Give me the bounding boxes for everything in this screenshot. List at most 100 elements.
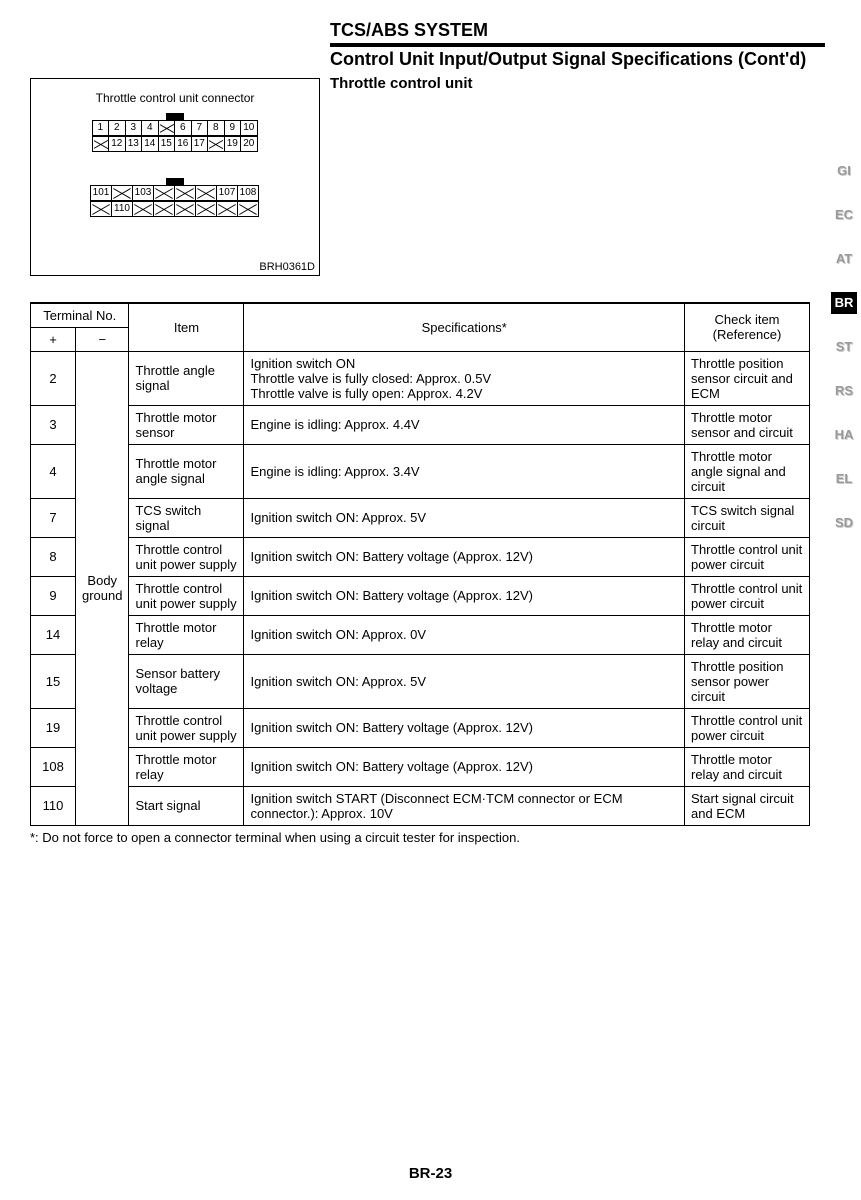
th-spec: Specifications* — [244, 303, 685, 352]
page-number: BR-23 — [0, 1165, 861, 1182]
section-tab-gi[interactable]: GI — [831, 160, 857, 182]
table-cell-item: TCS switch signal — [129, 498, 244, 537]
table-cell-item: Throttle control unit power supply — [129, 576, 244, 615]
connector-pin — [207, 136, 225, 152]
connector-pin: 20 — [240, 136, 258, 152]
connector-block-2: 101103107108110 — [91, 178, 259, 217]
table-cell-spec: Ignition switch ON: Approx. 5V — [244, 498, 685, 537]
connector-pin: 10 — [240, 120, 258, 136]
connector-pin: 108 — [237, 185, 259, 201]
connector-pin — [237, 201, 259, 217]
connector-pin — [195, 201, 217, 217]
section-title: Control Unit Input/Output Signal Specifi… — [330, 45, 825, 71]
connector-pin: 8 — [207, 120, 225, 136]
section-tab-at[interactable]: AT — [831, 248, 857, 270]
connector-pin: 3 — [125, 120, 143, 136]
table-cell-terminal-plus: 14 — [31, 615, 76, 654]
connector-pin: 101 — [90, 185, 112, 201]
th-terminal: Terminal No. — [31, 303, 129, 328]
connector-pin: 13 — [125, 136, 143, 152]
table-cell-check: Throttle position sensor circuit and ECM — [685, 351, 810, 405]
table-cell-spec: Ignition switch ON: Battery voltage (App… — [244, 537, 685, 576]
table-cell-check: Throttle motor relay and circuit — [685, 747, 810, 786]
connector-pin — [153, 185, 175, 201]
system-title: TCS/ABS SYSTEM — [330, 20, 825, 45]
table-cell-terminal-plus: 9 — [31, 576, 76, 615]
connector-pin: 14 — [141, 136, 159, 152]
section-tab-rs[interactable]: RS — [831, 380, 857, 402]
connector-pin — [174, 201, 196, 217]
connector-pin — [158, 120, 176, 136]
table-cell-spec: Ignition switch ON: Battery voltage (App… — [244, 747, 685, 786]
table-cell-spec: Engine is idling: Approx. 4.4V — [244, 405, 685, 444]
table-cell-check: Start signal circuit and ECM — [685, 786, 810, 825]
table-cell-spec: Engine is idling: Approx. 3.4V — [244, 444, 685, 498]
connector-pin: 1 — [92, 120, 110, 136]
table-cell-spec: Ignition switch START (Disconnect ECM·TC… — [244, 786, 685, 825]
section-tab-ha[interactable]: HA — [831, 424, 857, 446]
table-cell-check: Throttle position sensor power circuit — [685, 654, 810, 708]
table-cell-item: Throttle angle signal — [129, 351, 244, 405]
connector-pin: 2 — [108, 120, 126, 136]
table-cell-item: Sensor battery voltage — [129, 654, 244, 708]
table-cell-item: Throttle motor relay — [129, 615, 244, 654]
connector-pin: 6 — [174, 120, 192, 136]
table-cell-item: Throttle control unit power supply — [129, 537, 244, 576]
connector-title: Throttle control unit connector — [31, 91, 319, 105]
connector-pin — [132, 201, 154, 217]
table-cell-item: Throttle motor relay — [129, 747, 244, 786]
th-check: Check item (Reference) — [685, 303, 810, 352]
table-cell-terminal-plus: 8 — [31, 537, 76, 576]
diagram-ref-code: BRH0361D — [259, 261, 315, 273]
connector-pin: 4 — [141, 120, 159, 136]
connector-pin — [111, 185, 133, 201]
section-tab-ec[interactable]: EC — [831, 204, 857, 226]
connector-pin: 9 — [224, 120, 242, 136]
table-cell-check: Throttle control unit power circuit — [685, 708, 810, 747]
table-cell-terminal-minus: Body ground — [76, 351, 129, 825]
section-tabs: GI EC AT BR ST RS HA EL SD — [831, 160, 857, 534]
connector-block-1: 12346789101213141516171920 — [93, 113, 258, 152]
connector-pin — [90, 201, 112, 217]
section-tab-el[interactable]: EL — [831, 468, 857, 490]
section-tab-sd[interactable]: SD — [831, 512, 857, 534]
table-cell-spec: Ignition switch ON: Battery voltage (App… — [244, 708, 685, 747]
connector-pin: 7 — [191, 120, 209, 136]
table-cell-spec: Ignition switch ON: Approx. 5V — [244, 654, 685, 708]
table-cell-terminal-plus: 4 — [31, 444, 76, 498]
table-cell-spec: Ignition switch ON Throttle valve is ful… — [244, 351, 685, 405]
connector-pin — [92, 136, 110, 152]
connector-pin: 15 — [158, 136, 176, 152]
connector-diagram: Throttle control unit connector 12346789… — [30, 78, 320, 276]
section-tab-br[interactable]: BR — [831, 292, 857, 314]
spec-table: Terminal No. Item Specifications* Check … — [30, 302, 810, 826]
table-cell-terminal-plus: 108 — [31, 747, 76, 786]
section-tab-st[interactable]: ST — [831, 336, 857, 358]
connector-pin — [195, 185, 217, 201]
th-plus: + — [31, 327, 76, 351]
th-item: Item — [129, 303, 244, 352]
table-cell-item: Throttle motor angle signal — [129, 444, 244, 498]
connector-pin — [216, 201, 238, 217]
table-cell-terminal-plus: 7 — [31, 498, 76, 537]
table-cell-terminal-plus: 110 — [31, 786, 76, 825]
connector-pin: 16 — [174, 136, 192, 152]
table-cell-item: Throttle control unit power supply — [129, 708, 244, 747]
table-cell-terminal-plus: 3 — [31, 405, 76, 444]
table-cell-check: Throttle motor angle signal and circuit — [685, 444, 810, 498]
table-cell-check: Throttle control unit power circuit — [685, 576, 810, 615]
connector-pin — [153, 201, 175, 217]
th-minus: − — [76, 327, 129, 351]
table-cell-item: Throttle motor sensor — [129, 405, 244, 444]
connector-pin: 103 — [132, 185, 154, 201]
table-cell-check: TCS switch signal circuit — [685, 498, 810, 537]
table-cell-spec: Ignition switch ON: Battery voltage (App… — [244, 576, 685, 615]
connector-pin — [174, 185, 196, 201]
subsection-title: Throttle control unit — [330, 75, 825, 92]
table-cell-check: Throttle control unit power circuit — [685, 537, 810, 576]
table-cell-check: Throttle motor relay and circuit — [685, 615, 810, 654]
table-cell-terminal-plus: 19 — [31, 708, 76, 747]
footnote: *: Do not force to open a connector term… — [30, 830, 810, 845]
table-cell-check: Throttle motor sensor and circuit — [685, 405, 810, 444]
connector-pin: 19 — [224, 136, 242, 152]
